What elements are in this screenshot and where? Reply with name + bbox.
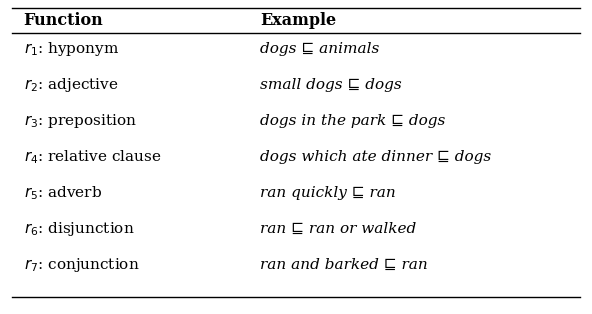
Text: Example: Example [260, 12, 337, 29]
Text: ran quickly ⊑ ran: ran quickly ⊑ ran [260, 186, 396, 200]
Text: $r_1$: hyponym: $r_1$: hyponym [24, 40, 119, 58]
Text: $r_4$: relative clause: $r_4$: relative clause [24, 148, 162, 166]
Text: ran ⊑ ran or walked: ran ⊑ ran or walked [260, 222, 417, 236]
Text: $r_6$: disjunction: $r_6$: disjunction [24, 220, 134, 238]
Text: small dogs ⊑ dogs: small dogs ⊑ dogs [260, 78, 402, 92]
Text: $r_7$: conjunction: $r_7$: conjunction [24, 256, 139, 274]
Text: ran and barked ⊑ ran: ran and barked ⊑ ran [260, 258, 428, 272]
Text: $r_5$: adverb: $r_5$: adverb [24, 184, 102, 202]
Text: dogs ⊑ animals: dogs ⊑ animals [260, 42, 380, 56]
Text: dogs in the park ⊑ dogs: dogs in the park ⊑ dogs [260, 114, 446, 128]
Text: Function: Function [24, 12, 104, 29]
Text: $r_3$: preposition: $r_3$: preposition [24, 112, 137, 130]
Text: $r_2$: adjective: $r_2$: adjective [24, 76, 118, 94]
Text: dogs which ate dinner ⊑ dogs: dogs which ate dinner ⊑ dogs [260, 150, 492, 164]
